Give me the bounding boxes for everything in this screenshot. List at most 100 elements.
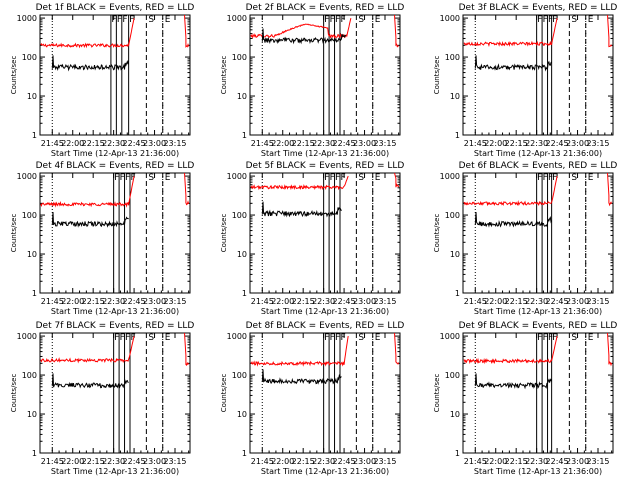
- events-series-line: [261, 201, 342, 218]
- x-tick-label: 22:30: [525, 297, 548, 306]
- plot-frame: [249, 14, 401, 136]
- flag-label: E: [165, 333, 171, 343]
- x-tick-label: 22:45: [123, 139, 146, 148]
- x-tick-label: 22:45: [123, 297, 146, 306]
- flag-label: F: [330, 333, 335, 343]
- x-tick-label: 23:15: [586, 457, 609, 466]
- flag-label: E: [588, 15, 594, 25]
- x-axis-label: Start Time (12-Apr-13 21:36:00): [474, 307, 602, 316]
- lld-recovery-line: [394, 14, 399, 48]
- flag-label: F: [111, 15, 116, 25]
- lld-recovery-line: [394, 172, 400, 188]
- x-tick-label: 22:15: [292, 457, 315, 466]
- x-axis-label: Start Time (12-Apr-13 21:36:00): [474, 467, 602, 476]
- flag-label: F: [548, 15, 553, 25]
- flag-label: F: [335, 173, 340, 183]
- y-tick-label: 10: [237, 250, 247, 259]
- x-tick-label: 21:45: [251, 139, 274, 148]
- y-tick-label: 1000: [440, 14, 460, 23]
- y-tick-label: 1000: [440, 172, 460, 181]
- plot-frame: [39, 172, 191, 294]
- y-tick-label: 100: [445, 371, 460, 380]
- flag-label: F: [537, 173, 542, 183]
- flag-label: F: [341, 173, 346, 183]
- panel-title: Det 5f BLACK = Events, RED = LLD: [246, 161, 405, 171]
- flag-label: F: [114, 173, 119, 183]
- x-tick-label: 23:00: [566, 297, 589, 306]
- flag-label: F: [129, 15, 134, 25]
- x-axis-label: Start Time (12-Apr-13 21:36:00): [261, 149, 389, 158]
- lld-series-line: [250, 336, 349, 367]
- y-tick-label: 1: [242, 131, 247, 140]
- y-axis-label: Counts/sec: [220, 56, 228, 95]
- x-tick-label: 22:00: [61, 139, 84, 148]
- x-tick-label: 23:00: [353, 139, 376, 148]
- flag-label: F: [131, 333, 136, 343]
- plot-frame: [249, 172, 401, 294]
- y-axis-label: Counts/sec: [10, 374, 18, 413]
- flag-label: F: [114, 333, 119, 343]
- x-tick-label: 21:45: [41, 139, 64, 148]
- lld-series-line: [250, 175, 349, 191]
- flag-label: F: [552, 173, 557, 183]
- panel-title: Det 3f BLACK = Events, RED = LLD: [459, 3, 618, 13]
- y-tick-label: 10: [237, 410, 247, 419]
- y-tick-label: 100: [232, 53, 247, 62]
- x-tick-label: 23:15: [163, 457, 186, 466]
- y-tick-label: 1000: [227, 14, 247, 23]
- y-axis-label: Counts/sec: [433, 214, 441, 253]
- lld-recovery-line: [607, 172, 613, 207]
- flag-label: F: [330, 173, 335, 183]
- x-axis-label: Start Time (12-Apr-13 21:36:00): [474, 149, 602, 158]
- x-tick-label: 22:00: [484, 457, 507, 466]
- lld-series-line: [40, 17, 135, 49]
- x-tick-label: 22:30: [525, 457, 548, 466]
- flag-label: F: [543, 333, 548, 343]
- panel-title: Det 6f BLACK = Events, RED = LLD: [459, 161, 618, 171]
- y-axis-label: Counts/sec: [10, 56, 18, 95]
- panel-det-5f: Det 5f BLACK = Events, RED = LLD 1 10 100 10…: [220, 161, 404, 316]
- panel-det-6f: Det 6f BLACK = Events, RED = LLD 1 10 100 10…: [433, 161, 617, 316]
- panel-det-9f: Det 9f BLACK = Events, RED = LLD 1 10 100 10…: [433, 321, 617, 476]
- flag-label: F: [330, 15, 335, 25]
- flag-label: S: [148, 15, 154, 25]
- x-tick-label: 22:45: [333, 457, 356, 466]
- flag-label: F: [548, 173, 553, 183]
- plot-frame: [249, 332, 401, 454]
- x-tick-label: 23:00: [566, 457, 589, 466]
- y-tick-label: 100: [232, 211, 247, 220]
- y-tick-label: 1000: [440, 332, 460, 341]
- flag-label: F: [117, 15, 122, 25]
- x-tick-label: 23:15: [373, 297, 396, 306]
- flag-label: E: [375, 173, 381, 183]
- x-axis-label: Start Time (12-Apr-13 21:36:00): [261, 307, 389, 316]
- flag-label: F: [125, 333, 130, 343]
- x-tick-label: 21:45: [464, 139, 487, 148]
- events-series-line: [261, 28, 346, 45]
- flag-label: F: [552, 333, 557, 343]
- y-tick-label: 10: [450, 92, 460, 101]
- x-tick-label: 22:00: [484, 297, 507, 306]
- x-tick-label: 22:00: [61, 297, 84, 306]
- flag-label: E: [165, 15, 171, 25]
- y-axis-label: Counts/sec: [220, 374, 228, 413]
- panel-title: Det 7f BLACK = Events, RED = LLD: [36, 321, 195, 331]
- x-tick-label: 22:30: [102, 457, 125, 466]
- y-axis-label: Counts/sec: [433, 56, 441, 95]
- y-tick-label: 1000: [17, 172, 37, 181]
- y-tick-label: 1: [32, 131, 37, 140]
- x-tick-label: 22:15: [292, 297, 315, 306]
- y-tick-label: 1000: [17, 332, 37, 341]
- y-tick-label: 100: [232, 371, 247, 380]
- x-tick-label: 22:15: [82, 139, 105, 148]
- x-tick-label: 23:15: [373, 139, 396, 148]
- flag-label: S: [148, 333, 154, 343]
- lld-recovery-line: [607, 14, 613, 48]
- lld-series-line: [463, 335, 558, 365]
- x-tick-label: 21:45: [464, 457, 487, 466]
- y-tick-label: 100: [22, 211, 37, 220]
- x-tick-label: 21:45: [41, 457, 64, 466]
- flag-label: F: [537, 15, 542, 25]
